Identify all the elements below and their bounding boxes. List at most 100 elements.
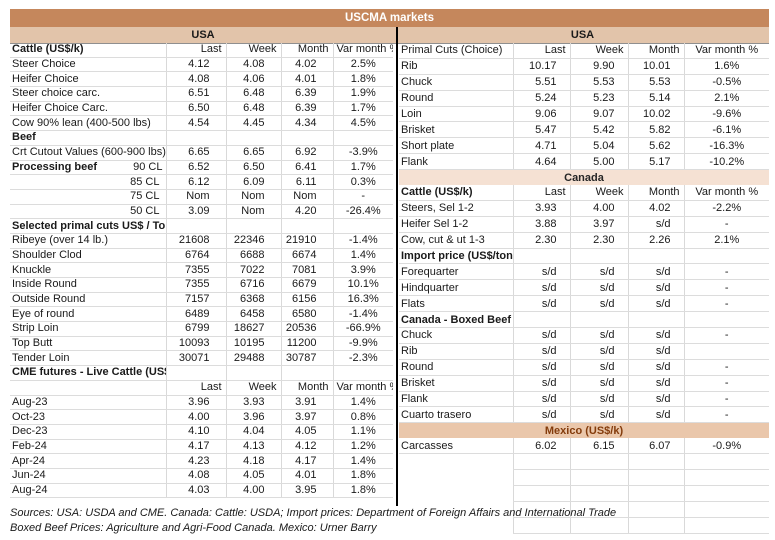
value-cell: 4.04 — [225, 424, 281, 440]
row-label: Loin — [399, 106, 513, 123]
table-row: Cow, cut & ut 1-3 2.30 2.30 2.26 2.1% — [399, 232, 769, 249]
value-cell: s/d — [627, 327, 684, 344]
value-cell: 3.97 — [280, 409, 333, 425]
value-cell: s/d — [569, 359, 628, 376]
value-cell: 10093 — [165, 336, 226, 352]
empty-cell — [627, 453, 684, 471]
empty-cell — [512, 517, 570, 534]
var-month-cell: - — [683, 391, 769, 408]
table-row: Rib 10.17 9.90 10.01 1.6% — [399, 58, 769, 75]
var-month-cell: - — [683, 295, 769, 313]
var-month-cell: 1.6% — [683, 58, 769, 75]
value-cell: 6.65 — [225, 145, 281, 161]
table-row: Brisket 5.47 5.42 5.82 -6.1% — [399, 121, 769, 139]
value-cell: 9.07 — [569, 106, 628, 123]
value-cell: 6.48 — [225, 101, 281, 117]
value-cell: 6489 — [165, 306, 226, 323]
value-cell: 4.02 — [627, 200, 684, 217]
var-month-cell: 1.1% — [332, 424, 393, 440]
value-cell: 30071 — [165, 350, 226, 367]
row-label: Rib — [399, 58, 513, 75]
row-label: Chuck — [399, 327, 513, 344]
value-cell: 4.01 — [280, 71, 333, 88]
value-cell: 4.08 — [225, 57, 281, 73]
var-month-cell: 1.7% — [332, 160, 393, 176]
row-label: Steers, Sel 1-2 — [399, 200, 513, 217]
column-header: Var month % — [683, 43, 769, 59]
table-row: 75 CL Nom Nom Nom - — [10, 189, 393, 205]
table-row: Ribeye (over 14 lb.) 21608 22346 21910 -1.4% — [10, 233, 393, 249]
var-month-cell: 1.9% — [332, 86, 393, 102]
value-cell: 10.01 — [627, 58, 684, 75]
table-row — [399, 469, 769, 486]
empty-cell — [280, 365, 333, 381]
table-row: CME futures - Live Cattle (US$/k) — [10, 365, 393, 381]
empty-cell — [280, 130, 333, 146]
table-row: 85 CL 6.12 6.09 6.11 0.3% — [10, 174, 393, 190]
var-month-cell: -10.2% — [683, 153, 769, 171]
value-cell: 9.06 — [512, 106, 570, 123]
table-row: Round s/d s/d s/d - — [399, 359, 769, 376]
value-cell: s/d — [512, 279, 570, 297]
empty-cell — [627, 248, 684, 265]
value-cell: 5.14 — [627, 90, 684, 107]
value-cell: 7022 — [225, 262, 281, 278]
var-month-cell: -0.9% — [683, 438, 769, 455]
var-month-cell: 0.3% — [332, 174, 393, 190]
var-month-cell: 1.4% — [332, 453, 393, 469]
empty-cell — [627, 485, 684, 502]
table-row — [399, 501, 769, 518]
row-label: Strip Loin — [10, 321, 166, 337]
value-cell: s/d — [627, 359, 684, 376]
empty-cell — [683, 517, 769, 534]
value-cell: s/d — [627, 216, 684, 233]
var-month-cell: - — [683, 263, 769, 281]
value-cell: 3.96 — [225, 409, 281, 425]
value-cell: 30787 — [280, 350, 333, 367]
column-header: Var month % — [332, 43, 393, 58]
var-month-cell: -16.3% — [683, 137, 769, 155]
column-header: Last — [512, 43, 570, 59]
value-cell: 4.00 — [569, 200, 628, 217]
right-table: Primal Cuts (Choice) Last Week Month Var mon… — [399, 43, 769, 534]
table-row: Processing beef 90 CL 6.52 6.50 6.41 1.7% — [10, 160, 393, 176]
value-cell: 4.00 — [165, 409, 226, 425]
row-label: Ribeye (over 14 lb.) — [10, 233, 166, 249]
value-cell: 3.09 — [165, 204, 226, 220]
value-cell: 4.05 — [225, 468, 281, 484]
column-group-label: Cattle (US$/k) — [10, 43, 166, 58]
value-cell: s/d — [512, 391, 570, 408]
empty-cell — [683, 453, 769, 471]
empty-cell — [683, 311, 769, 329]
value-cell: Nom — [280, 189, 333, 205]
empty-cell — [280, 218, 333, 234]
row-label: 85 CL — [10, 174, 166, 190]
empty-cell — [225, 130, 281, 146]
table-row: Tender Loin 30071 29488 30787 -2.3% — [10, 350, 393, 367]
row-label: Shoulder Clod — [10, 248, 166, 264]
value-cell: 6.51 — [165, 86, 226, 102]
var-month-cell: 1.2% — [332, 439, 393, 455]
value-cell: 6799 — [165, 321, 226, 337]
value-cell: 5.04 — [569, 137, 628, 155]
value-cell: Nom — [165, 189, 226, 205]
table-divider-line — [396, 27, 398, 506]
var-month-cell: -1.4% — [332, 306, 393, 323]
row-label: Round — [399, 90, 513, 107]
var-month-cell: -1.4% — [332, 233, 393, 249]
value-cell: 6.92 — [280, 145, 333, 161]
column-header: Last — [512, 185, 570, 201]
column-group-label: Cattle (US$/k) — [399, 185, 513, 201]
value-cell: 3.91 — [280, 395, 333, 411]
value-cell: 21910 — [280, 233, 333, 249]
value-cell: 3.95 — [280, 483, 333, 499]
value-cell: s/d — [569, 406, 628, 424]
table-row: Strip Loin 6799 18627 20536 -66.9% — [10, 321, 393, 337]
value-cell: 7081 — [280, 262, 333, 278]
table-row: Steer Choice 4.12 4.08 4.02 2.5% — [10, 57, 393, 73]
var-month-cell: -9.9% — [332, 336, 393, 352]
value-cell: s/d — [512, 327, 570, 344]
value-cell: 6.39 — [280, 86, 333, 102]
value-cell: 4.12 — [280, 439, 333, 455]
